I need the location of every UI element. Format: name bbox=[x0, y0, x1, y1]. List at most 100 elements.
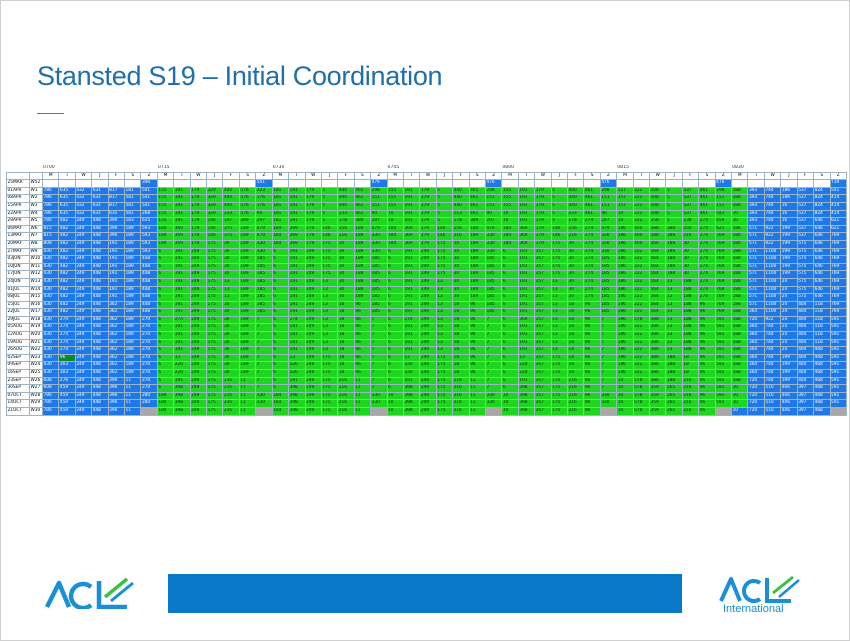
table-cell: 7 bbox=[370, 369, 388, 378]
table-cell: 199 bbox=[780, 369, 798, 378]
table-cell: 249 bbox=[74, 255, 93, 264]
table-cell: 576 bbox=[238, 201, 257, 211]
table-cell: 199 bbox=[780, 270, 798, 279]
table-cell: 146 bbox=[435, 224, 454, 234]
table-cell: 13 bbox=[320, 277, 339, 287]
table-cell: 13 bbox=[320, 338, 339, 348]
table-cell: 199 bbox=[780, 255, 798, 264]
table-cell bbox=[238, 179, 257, 188]
day-label: M bbox=[271, 171, 290, 181]
table-cell: 222 bbox=[632, 369, 651, 378]
table-cell: 448 bbox=[91, 407, 109, 416]
table-cell: 30 bbox=[566, 239, 585, 249]
table-cell: 191 bbox=[517, 338, 536, 348]
table-cell: 448 bbox=[91, 308, 109, 317]
table-cell: 440 bbox=[566, 186, 585, 196]
table-cell: 188 bbox=[665, 376, 683, 386]
table-cell: 189 bbox=[238, 224, 257, 234]
table-cell: 16 bbox=[780, 209, 798, 219]
table-cell: 96 bbox=[468, 300, 486, 310]
table-cell: 5 bbox=[550, 186, 569, 196]
table-cell: 440 bbox=[222, 201, 240, 211]
table-cell: 189 bbox=[124, 277, 142, 287]
table-cell: 5 bbox=[435, 217, 454, 226]
table-cell: 18 bbox=[566, 300, 585, 310]
table-cell: 186 bbox=[616, 308, 634, 317]
table-cell: 11 bbox=[124, 384, 142, 393]
table-cell: 188 bbox=[731, 369, 749, 378]
table-cell: 769 bbox=[714, 239, 733, 249]
table-cell: 6 bbox=[156, 338, 175, 348]
table-cell: 175 bbox=[550, 399, 569, 408]
table-cell: 270 bbox=[140, 338, 158, 348]
table-cell: 249 bbox=[304, 407, 322, 416]
table-cell: 1100 bbox=[763, 277, 782, 287]
table-cell: 96 bbox=[583, 300, 601, 310]
table-cell: 13 bbox=[320, 346, 339, 355]
table-cell: 357 bbox=[534, 407, 552, 416]
table-cell: 151 bbox=[484, 194, 503, 203]
table-cell: 537 bbox=[681, 194, 700, 203]
table-cell: 249 bbox=[74, 247, 93, 257]
table-cell: 369 bbox=[517, 224, 536, 234]
table-cell: 30 bbox=[222, 300, 240, 310]
table-cell: 591 bbox=[829, 369, 847, 378]
table-cell: 398 bbox=[288, 399, 306, 408]
table-cell: 188 bbox=[665, 369, 683, 378]
table-cell: 591 bbox=[829, 399, 847, 408]
table-cell: 448 bbox=[91, 232, 109, 241]
table-cell: 744 bbox=[763, 331, 782, 340]
table-cell: 7 bbox=[484, 331, 503, 340]
table-cell: 274 bbox=[173, 315, 191, 325]
table-cell: 11 bbox=[468, 407, 486, 416]
table-row: 10JUN W11 430 482 249 448 191 189 448 6 191 249 175 3… bbox=[6, 262, 847, 272]
table-cell: 18 bbox=[681, 361, 700, 371]
table-cell: 175 bbox=[435, 407, 454, 416]
table-cell: 786 bbox=[41, 201, 60, 211]
table-cell: 7 bbox=[599, 331, 618, 340]
row-week-label: W14 bbox=[29, 285, 43, 295]
table-cell: 191 bbox=[173, 338, 191, 348]
table-cell: 30 bbox=[222, 308, 240, 317]
table-cell: 11 bbox=[468, 384, 486, 393]
table-cell: 362 bbox=[107, 331, 126, 340]
table-cell: 179 bbox=[189, 232, 208, 241]
table-cell: 398 bbox=[173, 384, 191, 393]
table-cell: 249 bbox=[419, 270, 437, 279]
table-cell: 249 bbox=[419, 391, 437, 401]
table-cell: 1100 bbox=[763, 247, 782, 257]
table-cell: 13 bbox=[435, 338, 454, 348]
table-cell: 375 bbox=[222, 224, 240, 234]
table-cell: 175 bbox=[435, 384, 454, 393]
table-cell: 6 bbox=[271, 384, 290, 393]
table-cell: 191 bbox=[288, 323, 306, 333]
table-cell: 274 bbox=[583, 239, 601, 249]
table-cell: 824 bbox=[813, 186, 831, 196]
table-cell: 189 bbox=[124, 270, 142, 279]
table-cell: 591 bbox=[714, 391, 733, 401]
table-cell: 249 bbox=[419, 300, 437, 310]
table-cell: 188 bbox=[731, 255, 749, 264]
table-cell: 7 bbox=[484, 384, 503, 393]
table-cell: 404 bbox=[796, 346, 815, 355]
table-cell: 191 bbox=[173, 255, 191, 264]
table-cell: 448 bbox=[140, 308, 158, 317]
table-cell: 448 bbox=[91, 285, 109, 295]
table-cell: 181 bbox=[124, 186, 142, 196]
table-cell: 430 bbox=[41, 361, 60, 371]
table-cell: 13 bbox=[435, 300, 454, 310]
table-cell: 576 bbox=[238, 194, 257, 203]
table-cell: 6 bbox=[386, 323, 404, 333]
table-cell: 364 bbox=[747, 361, 765, 371]
table-cell: 468 bbox=[813, 353, 831, 363]
table-cell: 30 bbox=[222, 262, 240, 272]
table-cell: 249 bbox=[189, 384, 208, 393]
table-cell: 249 bbox=[304, 331, 322, 340]
table-cell: 7 bbox=[599, 369, 618, 378]
table-cell: 18 bbox=[566, 338, 585, 348]
table-cell: 13 bbox=[665, 346, 683, 355]
table-cell: 216 bbox=[566, 232, 585, 241]
table-cell: 398 bbox=[402, 399, 421, 408]
table-cell: 175 bbox=[435, 399, 454, 408]
table-cell: 186 bbox=[616, 346, 634, 355]
